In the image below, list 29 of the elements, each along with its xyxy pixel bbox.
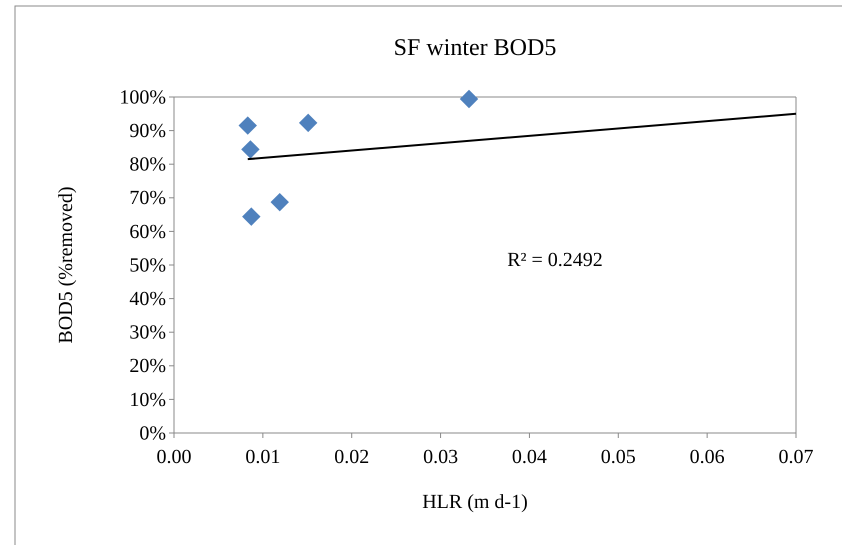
y-tick-label: 60% [129, 220, 166, 243]
x-tick-label: 0.01 [245, 446, 280, 468]
y-tick-label: 80% [129, 154, 166, 176]
x-axis-title: HLR (m d-1) [422, 491, 528, 513]
y-tick-label: 10% [129, 388, 166, 411]
x-tick-label: 0.03 [423, 446, 458, 468]
point [241, 140, 260, 159]
x-tick-label: 0.07 [778, 446, 814, 468]
annotation: R² = 0.2492 [507, 249, 603, 271]
x-tick-label: 0.06 [690, 446, 725, 468]
x-tick-label: 0.05 [600, 446, 636, 468]
y-tick-label: 40% [129, 288, 166, 310]
y-axis-title: BOD5 (%removed) [55, 186, 77, 344]
point [298, 114, 318, 132]
y-tick-label: 20% [129, 355, 166, 378]
x-tick-label: 0.02 [334, 446, 370, 468]
point [460, 90, 478, 108]
y-tick-label: 30% [129, 322, 166, 344]
x-tick-label: 0.04 [512, 446, 547, 468]
x-tick-label: 0.00 [156, 446, 192, 468]
y-tick-label: 90% [129, 120, 166, 142]
point [238, 116, 257, 135]
y-tick-label: 70% [129, 187, 166, 210]
y-tick-label: 0% [139, 422, 166, 444]
y-tick-label: 50% [129, 254, 166, 276]
point [270, 192, 289, 212]
y-tick-label: 100% [119, 86, 166, 108]
chart-title: SF winter BOD5 [394, 35, 556, 61]
point [242, 207, 261, 226]
